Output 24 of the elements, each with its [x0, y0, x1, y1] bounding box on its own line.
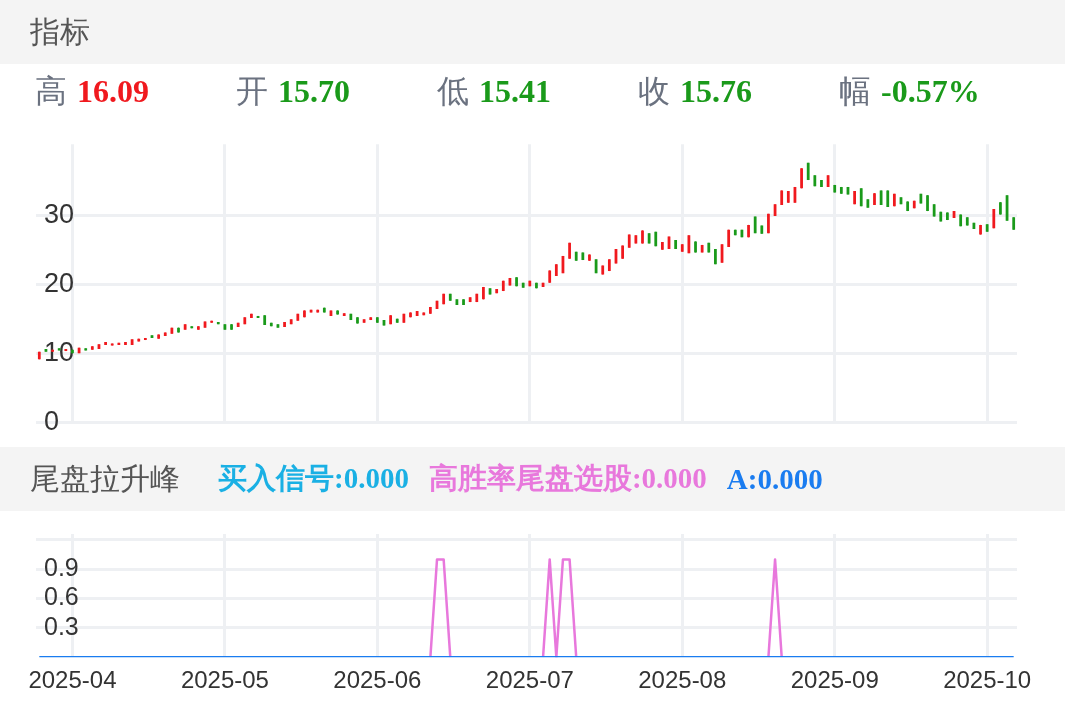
y-tick-label: 20: [44, 268, 75, 299]
text: 高胜率尾盘选股:0.000: [428, 461, 707, 496]
chart-title: 尾盘拉升峰: [30, 459, 180, 498]
x-tick-label: 2025-04: [28, 666, 117, 694]
text: A:0.000: [726, 462, 823, 496]
legend-label: 买入信号:0.000: [218, 461, 409, 496]
text: 收 15.76: [638, 72, 752, 110]
y-tick-label: 30: [44, 199, 75, 230]
y-tick-label: 0: [44, 406, 60, 437]
text: 幅 -0.57%: [839, 72, 980, 110]
chart-title: 指标: [30, 12, 90, 51]
x-tick-label: 2025-07: [485, 666, 574, 694]
y-tick-label: 0.9: [44, 553, 79, 582]
y-tick-label: 10: [44, 337, 75, 368]
text: 高 16.09: [35, 72, 149, 110]
x-tick-label: 2025-09: [790, 666, 879, 694]
x-tick-label: 2025-05: [180, 666, 269, 694]
x-tick-label: 2025-06: [333, 666, 422, 694]
x-tick-label: 2025-08: [638, 666, 727, 694]
y-tick-label: 0.6: [44, 582, 79, 611]
y-tick-label: 0.3: [44, 611, 79, 640]
text: 开 15.70: [236, 72, 350, 110]
text: 低 15.41: [437, 72, 551, 110]
x-tick-label: 2025-10: [943, 666, 1032, 694]
